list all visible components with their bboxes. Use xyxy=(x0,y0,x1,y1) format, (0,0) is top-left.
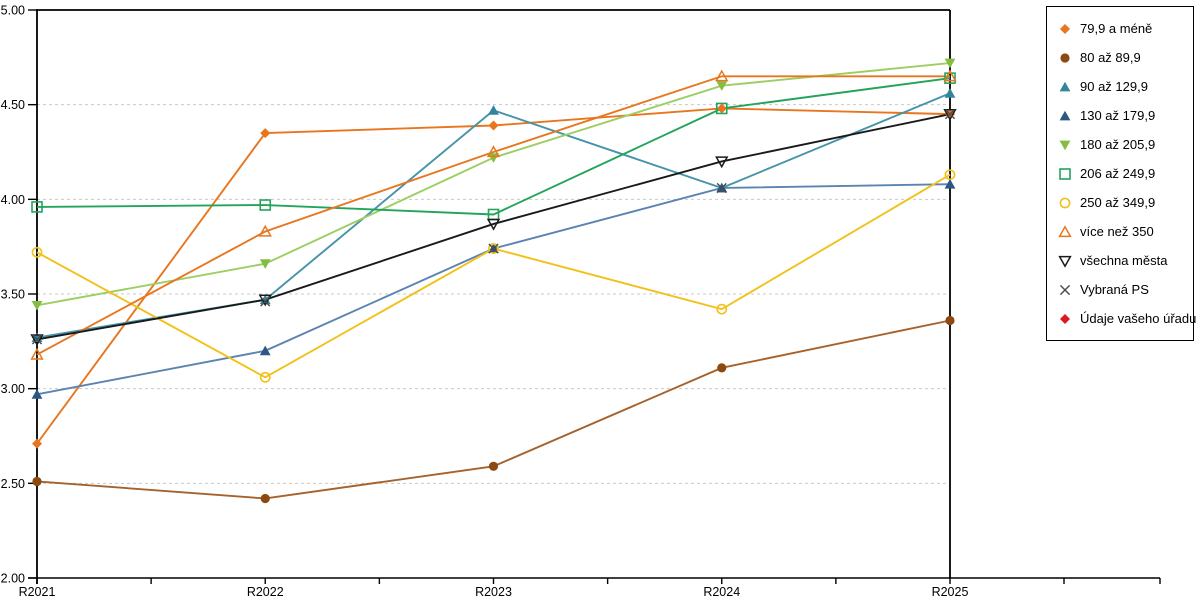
legend-label: Vybraná PS xyxy=(1080,282,1149,297)
svg-text:2.50: 2.50 xyxy=(1,477,25,491)
series-markers xyxy=(31,169,956,383)
legend-marker-icon xyxy=(1059,284,1071,295)
svg-text:4.00: 4.00 xyxy=(1,193,25,207)
legend-marker-icon xyxy=(1059,110,1071,120)
svg-text:R2022: R2022 xyxy=(247,585,284,599)
svg-text:R2025: R2025 xyxy=(932,585,969,599)
legend-marker-icon xyxy=(1060,52,1070,63)
legend-label: Údaje vašeho úřadu xyxy=(1080,311,1197,326)
legend-marker-icon xyxy=(1059,140,1071,150)
legend-label: 80 až 89,9 xyxy=(1080,50,1141,65)
series-markers xyxy=(32,315,955,504)
legend-label: 79,9 a méně xyxy=(1080,21,1153,36)
legend-item: všechna města xyxy=(1057,246,1187,275)
legend-label: více než 350 xyxy=(1080,224,1154,239)
legend-label: 180 až 205,9 xyxy=(1080,137,1156,152)
series-markers xyxy=(31,109,956,345)
svg-text:4.50: 4.50 xyxy=(1,98,25,112)
series-line xyxy=(36,183,951,396)
legend-marker-icon xyxy=(1059,197,1071,208)
svg-text:2.00: 2.00 xyxy=(1,572,25,586)
x-axis-labels: R2021 R2022 R2023 R2024 R2025 xyxy=(19,585,969,599)
legend-item: Vybraná PS xyxy=(1057,275,1187,304)
svg-text:R2023: R2023 xyxy=(475,585,512,599)
svg-text:3.00: 3.00 xyxy=(1,382,25,396)
legend-item: 80 až 89,9 xyxy=(1057,43,1187,72)
legend-item: 250 až 349,9 xyxy=(1057,188,1187,217)
legend-marker-icon xyxy=(1058,255,1072,268)
legend-marker-icon xyxy=(1060,23,1070,34)
legend-label: 250 až 349,9 xyxy=(1080,195,1156,210)
chart-legend: 79,9 a méně 80 až 89,9 90 až 129,9 130 až 1… xyxy=(1046,6,1196,341)
legend-label: 130 až 179,9 xyxy=(1080,108,1156,123)
y-axis-labels: 2.00 2.50 3.00 3.50 4.00 4.50 5.00 xyxy=(1,4,25,586)
legend-label: všechna města xyxy=(1080,253,1168,268)
series-markers xyxy=(30,69,957,360)
series-line xyxy=(36,113,951,341)
legend-item: 79,9 a méně xyxy=(1057,14,1187,43)
legend-label: 90 až 129,9 xyxy=(1080,79,1148,94)
series-markers xyxy=(31,178,956,399)
legend-marker-icon xyxy=(1060,313,1070,324)
legend-label: 206 až 249,9 xyxy=(1080,166,1156,181)
series-line xyxy=(36,62,951,307)
legend-item: Údaje vašeho úřadu xyxy=(1057,304,1196,333)
svg-text:5.00: 5.00 xyxy=(1,4,25,18)
axes xyxy=(28,9,1161,584)
legend-item: více než 350 xyxy=(1057,217,1187,246)
legend-marker-icon xyxy=(1058,224,1072,237)
legend-marker-icon xyxy=(1059,81,1071,91)
series-line xyxy=(36,75,950,356)
svg-text:R2024: R2024 xyxy=(703,585,740,599)
legend-item: 90 až 129,9 xyxy=(1057,72,1187,101)
svg-text:3.50: 3.50 xyxy=(1,288,25,302)
legend-marker-icon xyxy=(1059,167,1071,180)
legend-item: 130 až 179,9 xyxy=(1057,101,1187,130)
series-markers xyxy=(30,108,957,347)
svg-text:R2021: R2021 xyxy=(19,585,56,599)
legend-item: 206 až 249,9 xyxy=(1057,159,1187,188)
series-line xyxy=(36,77,951,216)
series-line xyxy=(36,319,951,500)
legend-item: 180 až 205,9 xyxy=(1057,130,1187,159)
